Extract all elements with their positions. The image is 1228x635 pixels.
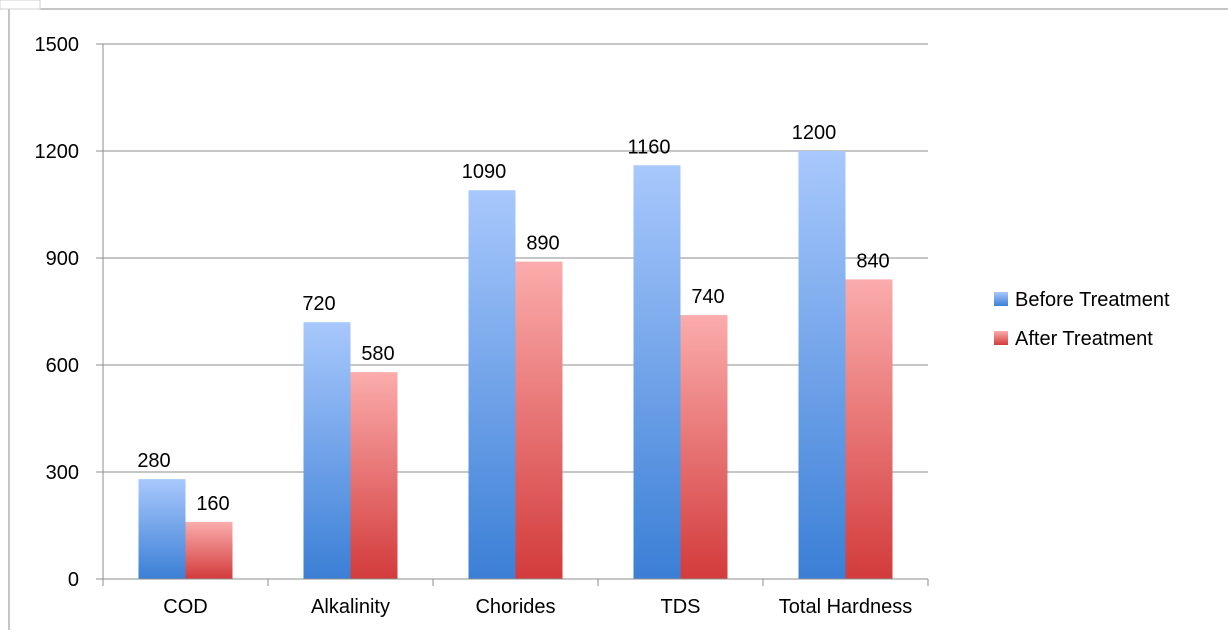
data-label: 720 xyxy=(302,293,335,315)
bar-after-cod xyxy=(185,521,233,579)
x-tick-label: Total Hardness xyxy=(779,596,912,618)
bar-after-total-hardness xyxy=(845,279,893,579)
bar-before-tds xyxy=(633,165,681,579)
x-tick-label: Chorides xyxy=(475,596,555,618)
y-tick-label: 900 xyxy=(46,248,79,270)
y-tick-label: 1500 xyxy=(35,34,80,56)
data-label: 1200 xyxy=(792,122,837,144)
bar-before-total-hardness xyxy=(798,151,846,579)
bar-after-alkalinity xyxy=(350,372,398,579)
data-label: 1160 xyxy=(627,136,670,158)
x-tick-label: Alkalinity xyxy=(311,596,390,618)
legend: Before Treatment After Treatment xyxy=(994,289,1170,350)
y-tick-label: 300 xyxy=(46,462,79,484)
x-tick-label: TDS xyxy=(661,596,701,618)
legend-swatch xyxy=(994,292,1008,306)
chart-frame-corner xyxy=(0,0,41,10)
bars xyxy=(138,151,893,579)
bar-before-chorides xyxy=(468,190,516,579)
data-labels: 280 160 720 580 1090 890 1160 740 1200 840 xyxy=(137,122,889,515)
data-label: 1090 xyxy=(462,161,507,183)
bar-after-chorides xyxy=(515,261,563,579)
data-label: 160 xyxy=(196,493,229,515)
x-tick-label: COD xyxy=(163,596,207,618)
bar-before-cod xyxy=(138,479,186,579)
y-tick-label: 1200 xyxy=(35,141,80,163)
legend-label: After Treatment xyxy=(1015,328,1153,350)
data-label: 890 xyxy=(526,233,559,255)
data-label: 280 xyxy=(137,450,170,472)
y-axis: 0 300 600 900 1200 1500 xyxy=(35,34,104,591)
legend-swatch xyxy=(994,331,1008,345)
data-label: 580 xyxy=(361,343,394,365)
data-label: 740 xyxy=(691,286,724,308)
x-axis: COD Alkalinity Chorides TDS Total Hardness xyxy=(102,578,929,618)
bar-before-alkalinity xyxy=(303,322,351,579)
data-label: 840 xyxy=(856,250,889,272)
y-tick-label: 0 xyxy=(68,569,79,591)
bar-after-tds xyxy=(680,315,728,579)
legend-label: Before Treatment xyxy=(1015,289,1170,311)
y-tick-label: 600 xyxy=(46,355,79,377)
